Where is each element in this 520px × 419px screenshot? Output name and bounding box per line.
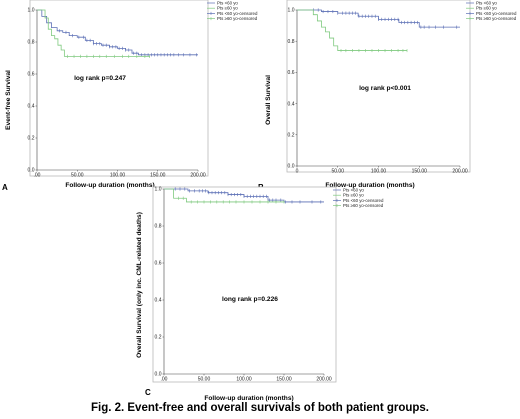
panel-c-x-tick-label: 150.00 — [276, 377, 292, 383]
panel-b-frame — [286, 0, 471, 173]
panel-c-y-tick-label: 0.2 — [155, 335, 162, 341]
panel-a-y-tick-label: 0.0 — [28, 168, 35, 174]
panel-b-y-tick-label: 0.8 — [288, 39, 295, 45]
panel-c-legend-label: Pts <60 yo-censored — [343, 198, 384, 203]
panel-a-y-tick-label: 0.8 — [28, 40, 35, 46]
panel-c-legend-label: Pts <60 yo — [343, 188, 364, 193]
panel-c-x-tick-label: 100.00 — [236, 377, 252, 383]
panel-b-plot-area: 0.0 0.2 0.4 0.6 0.8 1.0 0 50.00 100.00 150.00 200.… — [288, 8, 468, 175]
panel-a-x-tick-label: 100.00 — [110, 173, 126, 179]
panel-b-legend-label: Pts <60 yo-censored — [476, 11, 517, 16]
panel-c-y-axis-label: Overall Survival (only inc. CML-related … — [136, 212, 143, 358]
panel-a-y-tick-label: 1.0 — [28, 8, 35, 14]
panel-a-y-tick-label: 0.2 — [28, 136, 35, 142]
panel-a-y-tick-label: 0.4 — [28, 104, 35, 110]
panel-a-legend-label: Pts <60 yo-censored — [217, 11, 258, 16]
panel-c: 0.0 0.2 0.4 0.6 0.8 1.0 .00 50.00 100.00 150.00 20… — [136, 186, 384, 402]
panel-c-plot-area: 0.0 0.2 0.4 0.6 0.8 1.0 .00 50.00 100.00 150.00 20… — [155, 187, 332, 383]
panel-b-legend-label: Pts <60 yo — [476, 1, 497, 6]
panel-c-x-tick-label: 200.00 — [316, 377, 332, 383]
panel-c-x-axis-label: Follow-up duration (months) — [204, 395, 293, 402]
panel-b-y-tick-label: 0.2 — [288, 133, 295, 139]
panel-b-series-under-60-curve — [297, 9, 460, 28]
panel-b-x-tick-label: 150.00 — [412, 169, 428, 175]
figure-caption: Fig. 2. Event-free and overall survivals… — [90, 402, 430, 414]
panel-a-series-over-60-curve — [37, 9, 150, 57]
panel-b-y-axis-label: Overall Survival — [265, 75, 272, 125]
panel-c-x-tick-label: .00 — [161, 377, 168, 383]
panel-a-legend-label: Pts ≥60 yo — [217, 6, 238, 11]
panel-a-plot-area: 0.0 0.2 0.4 0.6 0.8 1.0 .00 50.00 100.00 150.00 20… — [28, 8, 206, 179]
panel-c-series-over-60-curve — [164, 188, 284, 203]
panel-b-annotation: log rank p<0.001 — [359, 85, 411, 92]
panel-a-x-tick-label: 50.00 — [71, 173, 84, 179]
panel-a-y-axis-label: Event-free Survival — [5, 70, 12, 130]
panel-a-x-axis-label: Follow-up duration (months) — [65, 182, 154, 189]
panel-c-annotation: long rank p=0.226 — [222, 296, 278, 303]
panel-b-y-tick-label: 0.4 — [288, 101, 295, 107]
panel-c-series-under-60-curve — [164, 188, 324, 203]
panel-c-letter: C — [145, 388, 151, 397]
panel-c-legend-label: Pts ≥60 yo-censored — [343, 203, 384, 208]
panel-c-y-tick-label: 0.0 — [155, 372, 162, 378]
panel-c-y-tick-label: 0.6 — [155, 261, 162, 267]
panel-b: 0.0 0.2 0.4 0.6 0.8 1.0 0 50.00 100.00 150.00 200.… — [258, 0, 517, 192]
panel-b-y-tick-label: 0.6 — [288, 70, 295, 76]
panel-a-legend-label: Pts ≥60 yo-censored — [217, 16, 258, 21]
panel-a-letter: A — [2, 183, 8, 192]
panel-b-series-over-60-curve — [297, 9, 408, 51]
panel-a-x-tick-label: .00 — [34, 173, 41, 179]
panel-b-y-tick-label: 0.0 — [288, 164, 295, 170]
panel-a-x-tick-label: 200.00 — [190, 173, 206, 179]
panel-c-y-tick-label: 1.0 — [155, 187, 162, 193]
panel-c-frame — [152, 186, 337, 383]
panel-b-x-tick-label: 50.00 — [331, 169, 344, 175]
panel-a-x-tick-label: 150.00 — [150, 173, 166, 179]
panel-b-x-tick-label: 200.00 — [452, 169, 468, 175]
panel-a-y-tick-label: 0.6 — [28, 72, 35, 78]
panel-a-frame — [29, 0, 209, 177]
panel-b-y-tick-label: 1.0 — [288, 8, 295, 14]
panel-c-legend-label: Pts ≥60 yo — [343, 193, 364, 198]
panel-b-x-axis-label: Follow-up duration (months) — [325, 182, 414, 189]
panel-c-x-tick-label: 50.00 — [198, 377, 211, 383]
panel-a-annotation: log rank p=0.247 — [74, 75, 126, 82]
panel-b-legend-label: Pts ≥60 yo — [476, 6, 497, 11]
panel-b-x-tick-label: 0 — [296, 169, 299, 175]
panel-a-legend-label: Pts <60 yo — [217, 1, 238, 6]
panel-c-y-tick-label: 0.8 — [155, 224, 162, 230]
panel-b-legend-label: Pts ≥60 yo-censored — [476, 16, 517, 21]
panel-a: 0.0 0.2 0.4 0.6 0.8 1.0 .00 50.00 100.00 150.00 20… — [2, 0, 258, 192]
panel-b-x-tick-label: 100.00 — [371, 169, 387, 175]
panel-c-y-tick-label: 0.4 — [155, 298, 162, 304]
